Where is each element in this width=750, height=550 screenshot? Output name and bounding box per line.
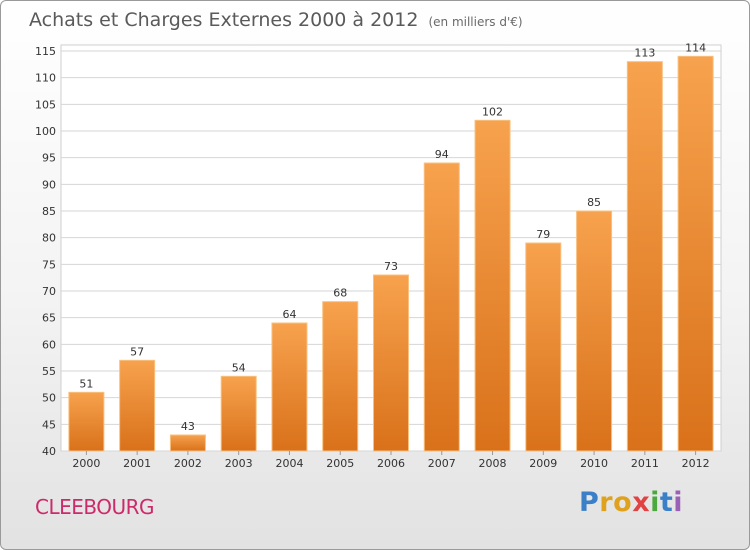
- x-tick-label: 2011: [631, 457, 659, 470]
- y-tick-label: 70: [42, 285, 56, 298]
- bar-2012: [677, 55, 714, 452]
- logo-letter: r: [599, 487, 614, 518]
- x-axis: 2000 2001 2002 2003 2004 2005 2006 2007 2008 2009…: [72, 451, 710, 470]
- x-tick-label: 2010: [580, 457, 608, 470]
- logo-letter: P: [579, 487, 600, 518]
- x-tick-label: 2008: [479, 457, 507, 470]
- bar-2001: [119, 359, 156, 452]
- x-tick-label: 2007: [428, 457, 456, 470]
- data-label: 102: [482, 105, 503, 118]
- data-label: 57: [130, 345, 144, 358]
- y-tick-label: 105: [35, 98, 56, 111]
- data-label: 68: [333, 287, 347, 300]
- x-tick-label: 2001: [123, 457, 151, 470]
- x-tick-label: 2005: [326, 457, 354, 470]
- bar-2000: [68, 391, 105, 452]
- y-tick-label: 110: [35, 72, 56, 85]
- x-tick-label: 2009: [529, 457, 557, 470]
- y-tick-label: 115: [35, 45, 56, 58]
- y-tick-label: 60: [42, 338, 56, 351]
- bar-2008: [474, 119, 511, 452]
- x-tick-label: 2012: [682, 457, 710, 470]
- data-label: 79: [536, 228, 550, 241]
- x-tick-label: 2006: [377, 457, 405, 470]
- x-tick-label: 2004: [275, 457, 303, 470]
- x-tick-label: 2003: [225, 457, 253, 470]
- bar-2003: [220, 375, 257, 452]
- y-tick-label: 80: [42, 232, 56, 245]
- logo-letter: t: [659, 487, 674, 518]
- data-label: 73: [384, 260, 398, 273]
- bar-2007: [423, 162, 460, 452]
- bar-2004: [271, 322, 308, 452]
- y-tick-label: 45: [42, 418, 56, 431]
- bar-2002: [169, 434, 206, 452]
- chart-title-text: Achats et Charges Externes 2000 à 2012: [29, 9, 419, 31]
- data-label: 54: [232, 361, 246, 374]
- data-label: 85: [587, 196, 601, 209]
- x-tick-label: 2000: [72, 457, 100, 470]
- y-tick-label: 50: [42, 392, 56, 405]
- data-label: 114: [685, 41, 706, 54]
- bar-2010: [576, 210, 613, 452]
- chart-title: Achats et Charges Externes 2000 à 2012 (e…: [29, 9, 523, 31]
- y-tick-label: 85: [42, 205, 56, 218]
- bar-2005: [322, 301, 359, 452]
- bar-2011: [626, 61, 663, 452]
- y-tick-label: 65: [42, 312, 56, 325]
- commune-name: CLEEBOURG: [35, 495, 155, 519]
- x-tick-label: 2002: [174, 457, 202, 470]
- y-tick-label: 55: [42, 365, 56, 378]
- bar-2006: [373, 274, 409, 452]
- logo-letter: i: [650, 487, 660, 518]
- y-tick-label: 90: [42, 178, 56, 191]
- logo-letter: x: [632, 487, 651, 518]
- data-label: 113: [634, 47, 655, 60]
- data-label: 51: [79, 377, 93, 390]
- y-axis: 40 45 50 55 60 65 70 75 80 85 90 95 100 105 110 115: [35, 45, 56, 458]
- data-label: 43: [181, 420, 195, 433]
- y-tick-label: 40: [42, 445, 56, 458]
- y-tick-label: 75: [42, 258, 56, 271]
- logo-letter: i: [673, 487, 684, 518]
- data-label: 94: [435, 148, 449, 161]
- logo-letter: o: [613, 487, 633, 518]
- y-tick-label: 95: [42, 152, 56, 165]
- data-label: 64: [282, 308, 296, 321]
- bar-2009: [525, 242, 562, 452]
- y-tick-label: 100: [35, 125, 56, 138]
- chart-subtitle: (en milliers d'€): [428, 15, 523, 29]
- proxiti-logo: Proxiti: [579, 487, 683, 518]
